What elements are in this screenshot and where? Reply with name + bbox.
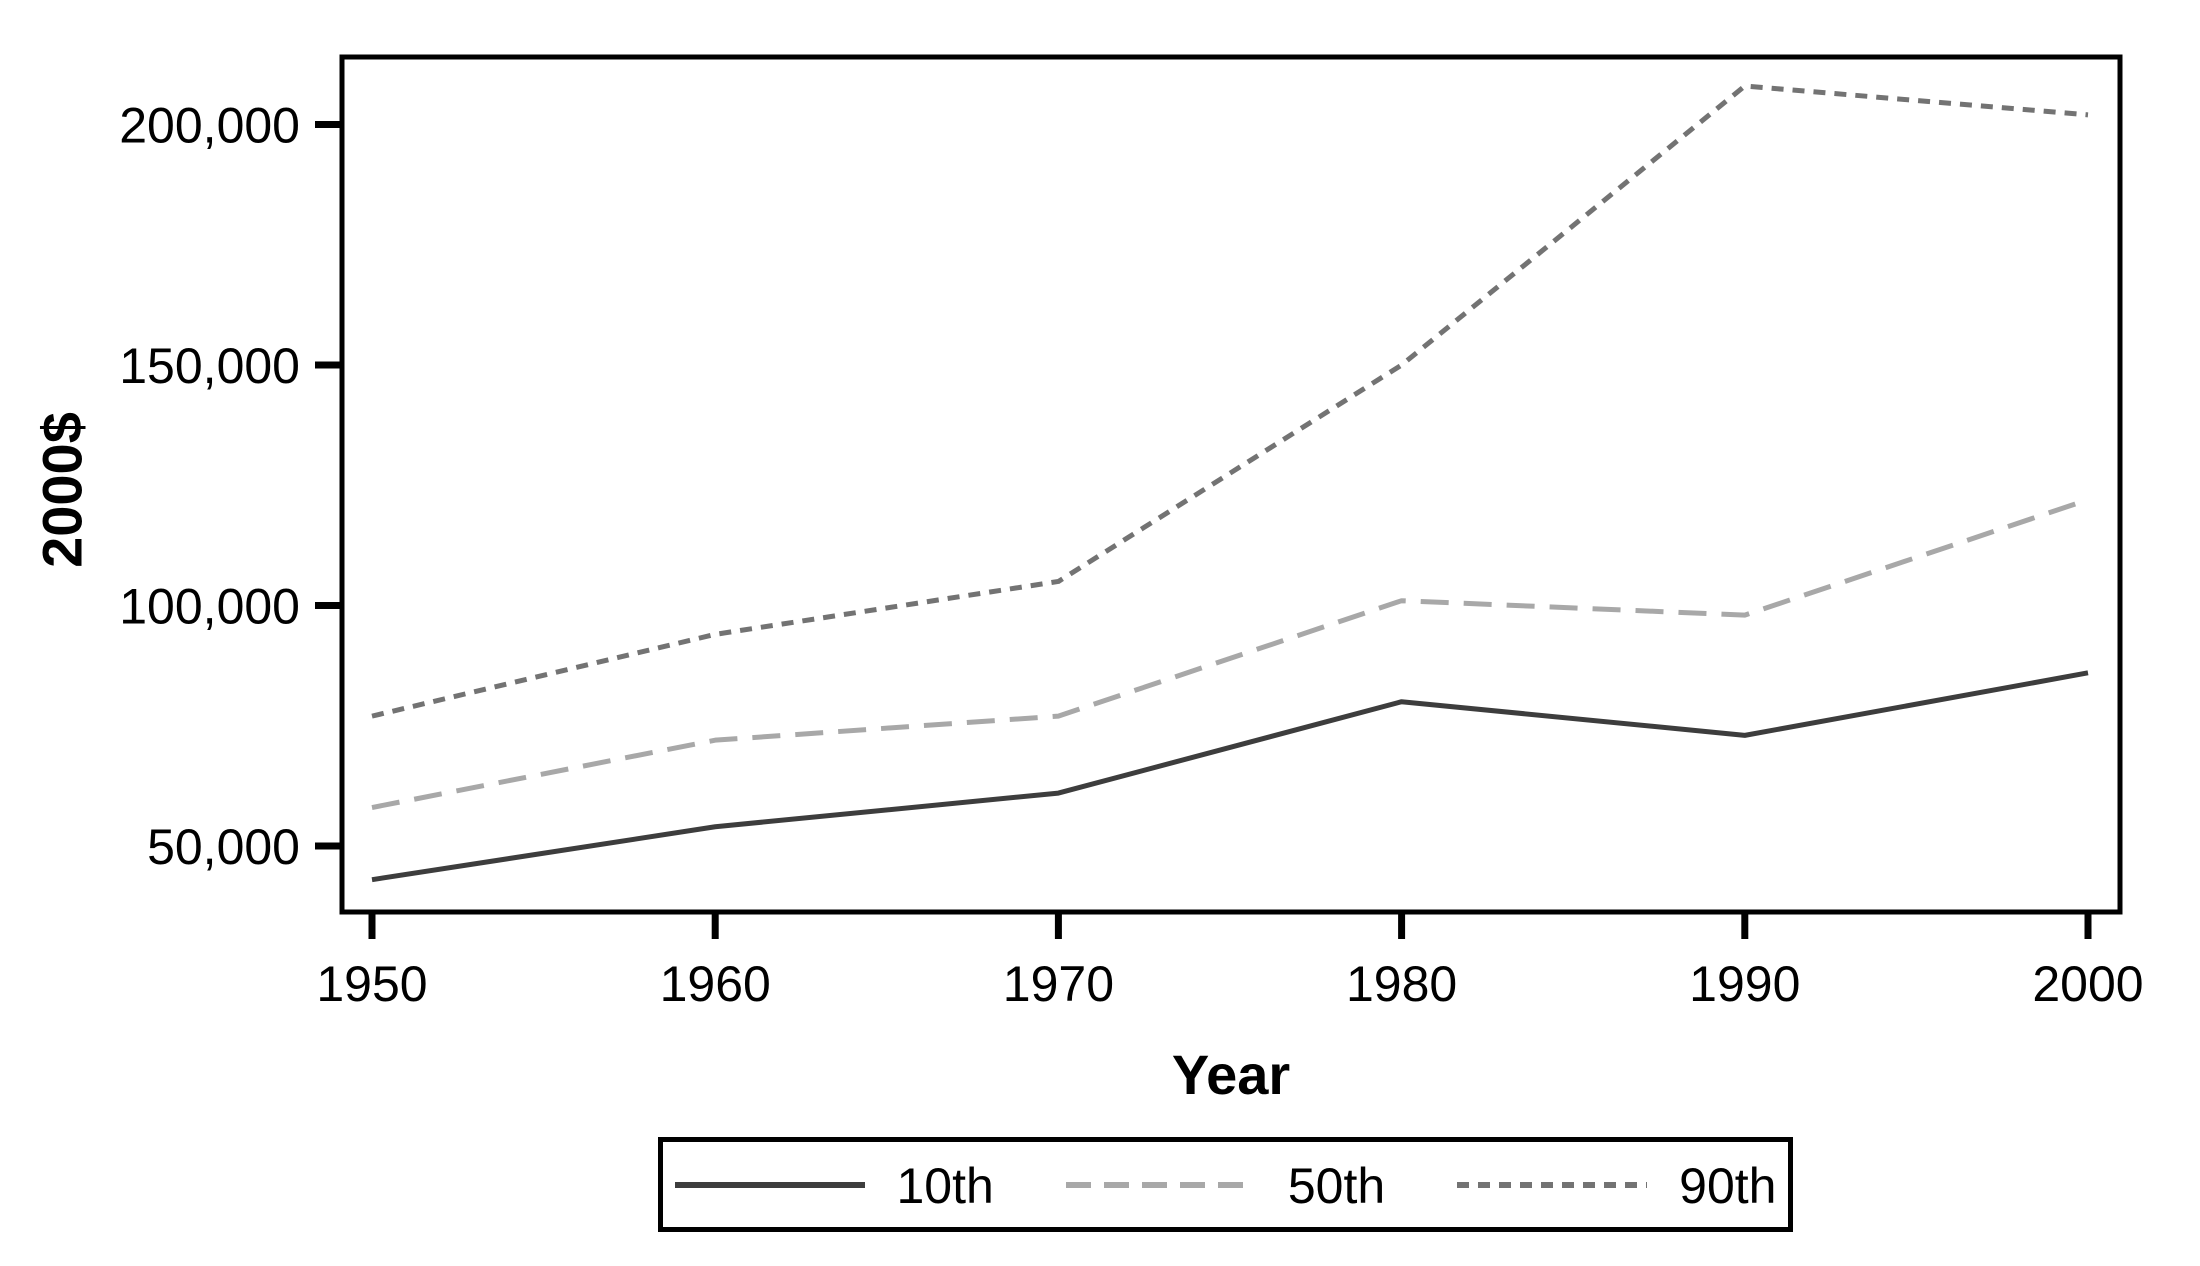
legend-item-50th: 50th — [1065, 1157, 1386, 1214]
legend-label-90th: 90th — [1679, 1157, 1777, 1214]
legend-line-sample-short-dash — [1457, 1181, 1648, 1188]
plot-frame — [339, 54, 2123, 915]
legend-label-50th: 50th — [1287, 1157, 1386, 1214]
x-tick-label: 1970 — [1003, 956, 1114, 1012]
x-tick-label: 1950 — [316, 956, 427, 1012]
y-tick-label: 100,000 — [119, 579, 300, 635]
y-axis-title: 2000$ — [30, 412, 94, 568]
x-tick-label: 1980 — [1346, 956, 1457, 1012]
y-tick-label: 200,000 — [119, 98, 300, 154]
legend-item-90th: 90th — [1457, 1159, 1776, 1211]
y-tick-label: 150,000 — [119, 338, 300, 394]
x-tick-label: 1960 — [660, 956, 771, 1012]
series-line-10th — [371, 670, 2089, 883]
x-tick-label: 2000 — [2032, 956, 2143, 1012]
x-tick-label: 1990 — [1689, 956, 1800, 1012]
legend: 10th 50th 90th — [658, 1137, 1793, 1232]
legend-line-sample-solid — [674, 1181, 865, 1188]
legend-item-10th: 10th — [674, 1157, 994, 1214]
legend-label-10th: 10th — [896, 1157, 994, 1214]
series-line-50th — [371, 497, 2089, 810]
x-axis-title: Year — [1171, 1043, 1291, 1106]
y-tick-label: 50,000 — [147, 819, 300, 875]
series-line-90th — [371, 83, 2089, 719]
legend-line-sample-long-dash — [1065, 1181, 1256, 1188]
